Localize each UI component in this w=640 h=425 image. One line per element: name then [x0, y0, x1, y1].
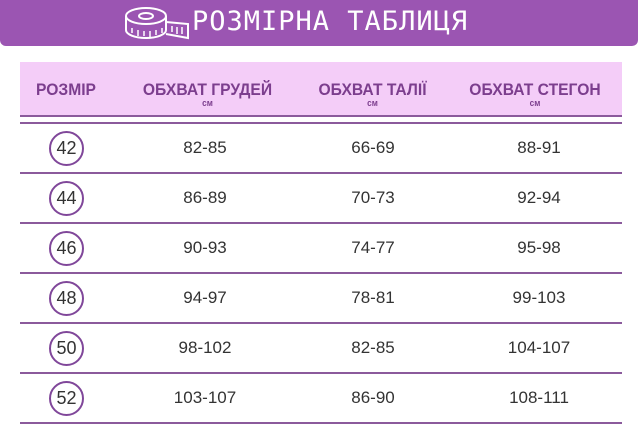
table-row: 46 90-93 74-77 95-98 [20, 224, 622, 272]
header-hips: ОБХВАТ СТЕГОН см [452, 80, 618, 108]
table-row: 50 98-102 82-85 104-107 [20, 324, 622, 372]
measuring-tape-icon [125, 7, 189, 40]
divider [20, 122, 622, 124]
divider [20, 372, 622, 374]
bust-value: 103-107 [173, 388, 237, 407]
bust-value: 94-97 [183, 288, 227, 307]
header-unit: см [367, 98, 378, 108]
header-bust: ОБХВАТ ГРУДЕЙ см [127, 80, 288, 108]
divider [20, 272, 622, 274]
header-label: ОБХВАТ ГРУДЕЙ [142, 80, 273, 99]
divider [20, 422, 622, 424]
header-unit: см [529, 98, 541, 108]
size-badge: 50 [49, 331, 84, 366]
size-badge: 48 [49, 281, 84, 316]
waist-value: 74-77 [351, 238, 395, 257]
divider [20, 172, 622, 174]
divider [20, 322, 622, 324]
hips-value: 108-111 [509, 388, 569, 407]
waist-value: 70-73 [351, 188, 395, 207]
waist-value: 86-90 [351, 388, 395, 407]
hips-value: 99-103 [512, 288, 566, 307]
divider [20, 115, 622, 117]
size-badge: 44 [49, 181, 84, 216]
table-row: 42 82-85 66-69 88-91 [20, 124, 622, 172]
header-unit: см [202, 98, 213, 108]
bust-value: 86-89 [183, 188, 227, 207]
header-label: РОЗМІР [35, 80, 97, 99]
table-row: 44 86-89 70-73 92-94 [20, 174, 622, 222]
bust-value: 82-85 [183, 138, 227, 157]
bust-value: 90-93 [183, 238, 227, 257]
hips-value: 88-91 [517, 138, 561, 157]
header-size: РОЗМІР [24, 80, 109, 100]
title-banner: РОЗМІРНА ТАБЛИЦЯ [0, 0, 638, 46]
waist-value: 78-81 [351, 288, 395, 307]
header-label: ОБХВАТ СТЕГОН [469, 80, 601, 99]
table-header: РОЗМІР ОБХВАТ ГРУДЕЙ см ОБХВАТ ТАЛІЇ см ОБ… [20, 62, 622, 116]
divider [20, 222, 622, 224]
waist-value: 66-69 [351, 138, 395, 157]
table-row: 48 94-97 78-81 99-103 [20, 274, 622, 322]
waist-value: 82-85 [351, 338, 395, 357]
hips-value: 92-94 [517, 188, 561, 207]
size-badge: 46 [49, 231, 84, 266]
hips-value: 95-98 [517, 238, 561, 257]
page-title: РОЗМІРНА ТАБЛИЦЯ [192, 6, 469, 37]
table-row: 52 103-107 86-90 108-111 [20, 374, 622, 422]
size-badge: 42 [49, 131, 84, 166]
header-waist: ОБХВАТ ТАЛІЇ см [301, 80, 444, 108]
size-badge: 52 [49, 381, 84, 416]
bust-value: 98-102 [178, 338, 232, 357]
hips-value: 104-107 [507, 338, 571, 357]
header-label: ОБХВАТ ТАЛІЇ [318, 80, 427, 99]
